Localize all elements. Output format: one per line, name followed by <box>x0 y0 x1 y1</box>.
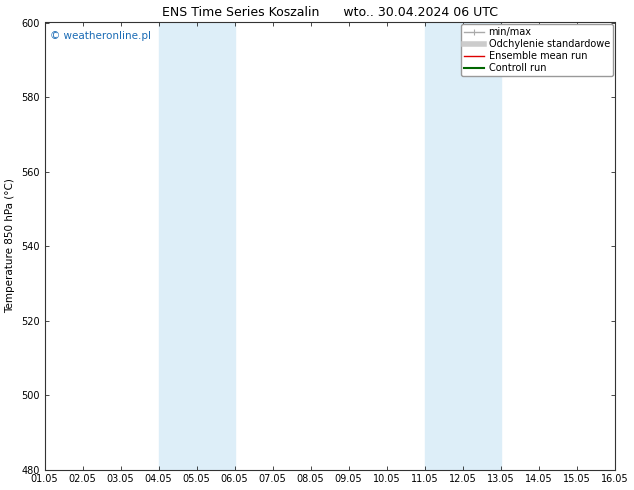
Legend: min/max, Odchylenie standardowe, Ensemble mean run, Controll run: min/max, Odchylenie standardowe, Ensembl… <box>462 24 612 76</box>
Bar <box>425 23 501 469</box>
Title: ENS Time Series Koszalin      wto.. 30.04.2024 06 UTC: ENS Time Series Koszalin wto.. 30.04.202… <box>162 5 498 19</box>
Bar <box>158 23 235 469</box>
Y-axis label: Temperature 850 hPa (°C): Temperature 850 hPa (°C) <box>6 178 16 314</box>
Text: © weatheronline.pl: © weatheronline.pl <box>50 31 152 42</box>
